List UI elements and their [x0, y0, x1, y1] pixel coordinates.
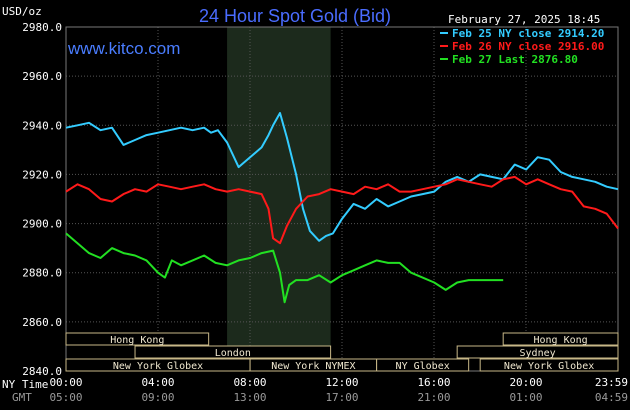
- trading-sessions: Hong Kong Hong Kong London Sydney New York G…: [65, 332, 619, 372]
- session-label: New York NYMEX: [271, 361, 355, 372]
- x-tick-label: 16:00: [417, 376, 450, 389]
- primary-time-label: NY Time: [2, 378, 48, 391]
- session-label: NY Globex: [396, 361, 450, 372]
- x-tick-label: 04:00: [141, 376, 174, 389]
- x-tick-label-gmt: 13:00: [233, 391, 266, 404]
- session-box: [479, 358, 619, 372]
- x-tick-label: 23:59: [595, 376, 628, 389]
- x-tick-label-gmt: 01:00: [509, 391, 542, 404]
- y-tick-label: 2980.0: [22, 21, 62, 34]
- chart-title: 24 Hour Spot Gold (Bid): [199, 6, 391, 26]
- x-tick-label-gmt: 04:59: [595, 391, 628, 404]
- market-hours-highlight: [227, 27, 331, 371]
- x-tick-label-gmt: 05:00: [49, 391, 82, 404]
- secondary-time-label: GMT: [12, 391, 32, 404]
- y-tick-label: 2920.0: [22, 168, 62, 181]
- x-tick-label: 20:00: [509, 376, 542, 389]
- y-tick-label: 2860.0: [22, 316, 62, 329]
- session-label: Hong Kong: [110, 335, 164, 346]
- x-tick-label-gmt: 09:00: [141, 391, 174, 404]
- y-tick-label: 2960.0: [22, 70, 62, 83]
- x-tick-label: 00:00: [49, 376, 82, 389]
- y-tick-label: 2940.0: [22, 119, 62, 132]
- chart-timestamp: February 27, 2025 18:45: [448, 13, 600, 26]
- session-box: [502, 332, 619, 346]
- legend-entry: Feb 25 NY close 2914.20: [452, 27, 604, 40]
- x-tick-label-gmt: 21:00: [417, 391, 450, 404]
- session-box: [456, 345, 619, 359]
- session-box: [65, 332, 210, 346]
- x-tick-label-gmt: 17:00: [325, 391, 358, 404]
- x-tick-label: 08:00: [233, 376, 266, 389]
- session-label: New York Globex: [504, 361, 594, 372]
- session-label: New York Globex: [113, 361, 203, 372]
- session-box: [134, 345, 332, 359]
- y-tick-label: 2900.0: [22, 218, 62, 231]
- y-tick-label: 2840.0: [22, 365, 62, 378]
- session-box: [376, 358, 470, 372]
- y-axis-unit: USD/oz: [2, 5, 42, 18]
- grid-lines: [65, 26, 619, 372]
- series-line: [65, 232, 504, 304]
- legend-entry: Feb 27 Last 2876.80: [452, 53, 578, 66]
- series-line: [65, 175, 619, 245]
- y-tick-label: 2880.0: [22, 267, 62, 280]
- x-tick-label: 12:00: [325, 376, 358, 389]
- price-series: [65, 112, 619, 304]
- x-axis-ticks: 00:00 05:00 04:00 09:00 08:00 13:00 12:00 17:00…: [49, 376, 628, 404]
- site-link[interactable]: www.kitco.com: [67, 39, 180, 58]
- series-line: [65, 112, 619, 242]
- legend-entry: Feb 26 NY close 2916.00: [452, 40, 604, 53]
- y-axis-ticks: 2840.0 2860.0 2880.0 2900.0 2920.0 2940.0 2960…: [22, 21, 62, 378]
- session-label: London: [215, 348, 251, 359]
- session-label: Sydney: [520, 348, 556, 359]
- session-label: Hong Kong: [533, 335, 587, 346]
